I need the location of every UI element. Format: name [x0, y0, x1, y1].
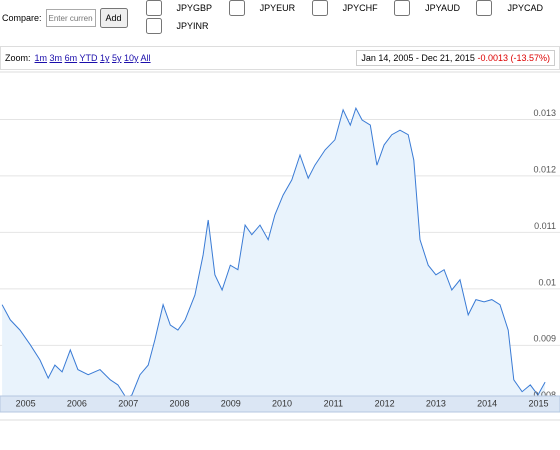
date-range: Jan 14, 2005 - Dec 21, 2015: [361, 53, 475, 63]
checkbox-item[interactable]: JPYINR: [131, 18, 209, 34]
zoom-link[interactable]: 6m: [64, 53, 78, 63]
checkbox-item[interactable]: JPYCAD: [462, 0, 543, 16]
change: -0.0013 (-13.57%): [477, 53, 550, 63]
y-tick-label: 0.011: [534, 221, 556, 231]
x-tick-label: 2006: [67, 398, 87, 408]
x-tick-label: 2012: [375, 398, 395, 408]
checkbox[interactable]: [297, 0, 342, 16]
y-tick-label: 0.009: [533, 334, 556, 344]
checkbox-label: JPYAUD: [425, 3, 460, 13]
x-axis-band: [0, 395, 560, 413]
zoom-label: Zoom:: [5, 53, 31, 63]
checkbox[interactable]: [380, 0, 425, 16]
checkbox-label: JPYCHF: [342, 3, 378, 13]
x-tick-label: 2005: [16, 398, 36, 408]
checkbox[interactable]: [131, 18, 176, 34]
zoom-link[interactable]: 3m: [49, 53, 63, 63]
x-tick-label: 2008: [169, 398, 189, 408]
checkbox-item[interactable]: JPYCHF: [297, 0, 378, 16]
x-tick-label: 2009: [221, 398, 241, 408]
x-tick-label: 2013: [426, 398, 446, 408]
checkbox-label: JPYGBP: [176, 3, 213, 13]
area: [2, 108, 546, 412]
checkbox[interactable]: [462, 0, 507, 16]
checkbox-item[interactable]: JPYEUR: [214, 0, 296, 16]
y-tick-label: 0.012: [533, 164, 556, 174]
x-tick-label: 2010: [272, 398, 292, 408]
checkbox-group: JPYGBP JPYEUR JPYCHF JPYAUD JPYCAD JPYIN…: [131, 0, 560, 36]
checkbox-label: JPYCAD: [507, 3, 543, 13]
checkbox-item[interactable]: JPYGBP: [131, 0, 213, 16]
x-tick-label: 2011: [324, 398, 343, 408]
zoom-link[interactable]: All: [140, 53, 151, 63]
price-line: [1, 106, 546, 399]
range-box: Jan 14, 2005 - Dec 21, 2015 -0.0013 (-13…: [356, 50, 555, 66]
y-tick-label: 0.01: [538, 277, 556, 287]
checkbox-label: JPYINR: [176, 21, 209, 31]
zoom-link[interactable]: 1y: [99, 53, 110, 63]
add-button[interactable]: Add: [99, 8, 128, 28]
compare-label: Compare:: [2, 13, 42, 23]
checkbox-item[interactable]: JPYAUD: [380, 0, 460, 16]
toolbar: Compare: Add JPYGBP JPYEUR JPYCHF JPYAUD…: [0, 0, 560, 36]
checkbox[interactable]: [131, 0, 176, 16]
y-tick-label: 0.013: [533, 108, 556, 118]
zoom-link[interactable]: 10y: [124, 53, 139, 63]
currency-input[interactable]: [45, 9, 96, 27]
zoom-link[interactable]: YTD: [79, 53, 98, 63]
x-tick-label: 2007: [118, 398, 138, 408]
checkbox-label: JPYEUR: [259, 3, 296, 13]
zoom-link[interactable]: 5y: [111, 53, 122, 63]
x-tick-label: 2015: [528, 398, 548, 408]
zoom-links: 1m 3m 6m YTD 1y 5y 10y All: [35, 53, 151, 63]
y-tick-label: 0.008: [533, 390, 556, 400]
x-tick-label: 2014: [477, 398, 497, 408]
checkbox[interactable]: [214, 0, 259, 16]
zoom-bar: Zoom: 1m 3m 6m YTD 1y 5y 10y All Jan 14,…: [0, 46, 560, 70]
zoom-link[interactable]: 1m: [34, 53, 48, 63]
